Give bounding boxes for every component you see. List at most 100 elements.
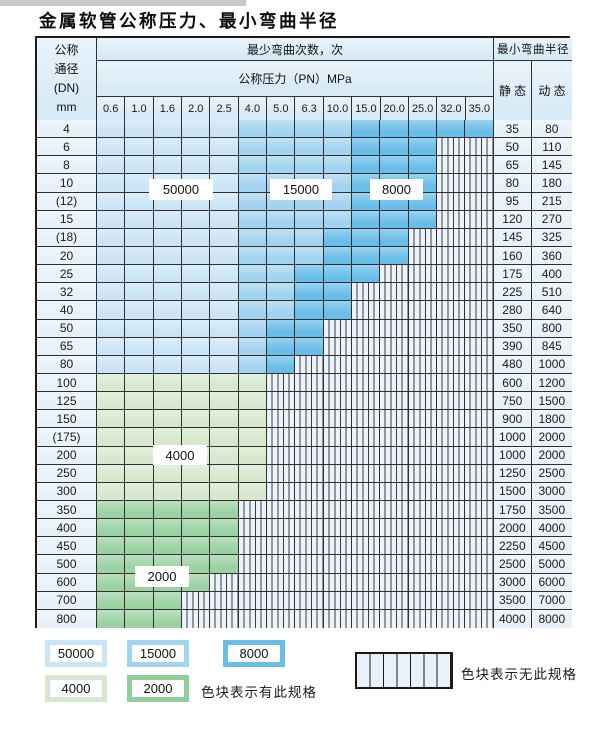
no-spec-cell xyxy=(323,319,353,338)
spec-cell xyxy=(295,228,324,247)
pressure-value-2.5: 2.5 xyxy=(210,97,239,120)
no-spec-cell xyxy=(380,337,409,356)
no-spec-cell xyxy=(408,446,438,465)
spec-cell xyxy=(380,228,409,247)
scan-artifact-strip xyxy=(0,0,246,6)
spec-cell xyxy=(125,337,154,356)
table-row-dn-32: 32 225 510 xyxy=(37,283,572,302)
no-spec-cell xyxy=(465,482,494,501)
spec-cell xyxy=(210,156,239,175)
spec-cell xyxy=(97,609,126,628)
spec-cell xyxy=(125,192,154,211)
spec-cell xyxy=(210,228,239,247)
no-spec-cell xyxy=(295,355,324,374)
spec-cell xyxy=(182,482,211,501)
no-spec-cell xyxy=(380,410,409,429)
spec-cell xyxy=(210,246,239,266)
spec-cell xyxy=(408,210,438,229)
no-spec-cell xyxy=(437,519,466,538)
no-spec-cell xyxy=(380,591,409,610)
spec-cell xyxy=(238,228,268,247)
no-spec-cell xyxy=(408,283,438,302)
spec-cell xyxy=(182,283,211,302)
spec-cell xyxy=(125,537,154,556)
table-row-dn-500: 500 2500 5000 xyxy=(37,555,572,574)
dynamic-radius-cell: 8000 xyxy=(531,609,572,628)
no-spec-cell xyxy=(295,555,324,574)
spec-cell xyxy=(238,355,268,374)
spec-cell xyxy=(210,446,239,465)
no-spec-cell xyxy=(238,500,268,520)
no-spec-cell xyxy=(437,246,466,266)
no-spec-cell xyxy=(465,228,494,247)
no-spec-cell xyxy=(465,265,494,284)
no-spec-cell xyxy=(267,555,296,574)
spec-cell xyxy=(182,355,211,374)
dn-cell: 15 xyxy=(37,210,97,229)
spec-cell xyxy=(182,301,211,320)
table-row-dn-700: 700 3500 7000 xyxy=(37,591,572,610)
pressure-value-15.0: 15.0 xyxy=(352,97,381,120)
spec-cell xyxy=(238,156,268,175)
no-spec-cell xyxy=(408,500,438,520)
no-spec-cell xyxy=(465,301,494,320)
spec-cell xyxy=(465,120,494,139)
static-radius-cell: 175 xyxy=(493,265,532,284)
no-spec-cell xyxy=(437,537,466,556)
no-spec-cell xyxy=(437,609,466,628)
no-spec-cell xyxy=(295,446,324,465)
spec-cell xyxy=(125,428,154,447)
no-spec-cell xyxy=(437,319,466,338)
dynamic-radius-cell: 3000 xyxy=(531,482,572,501)
no-spec-cell xyxy=(465,174,494,193)
dynamic-radius-cell: 4000 xyxy=(531,519,572,538)
legend-swatch-2000: 2000 xyxy=(127,675,189,702)
no-spec-cell xyxy=(437,555,466,574)
spec-cell xyxy=(182,138,211,157)
dn-cell: 800 xyxy=(37,609,97,628)
static-radius-cell: 3000 xyxy=(493,573,532,592)
no-spec-cell xyxy=(380,464,409,483)
spec-cell xyxy=(238,337,268,356)
no-spec-cell xyxy=(210,591,239,610)
no-spec-cell xyxy=(323,591,353,610)
dynamic-radius-cell: 3500 xyxy=(531,500,572,520)
no-spec-cell xyxy=(238,537,268,556)
spec-cell xyxy=(153,591,183,610)
dynamic-radius-cell: 2000 xyxy=(531,446,572,465)
no-spec-cell xyxy=(352,537,381,556)
spec-cell xyxy=(182,246,211,266)
spec-cell xyxy=(210,537,239,556)
no-spec-cell xyxy=(380,482,409,501)
spec-cell xyxy=(182,555,211,574)
no-spec-cell xyxy=(408,355,438,374)
no-spec-cell xyxy=(437,482,466,501)
no-spec-cell xyxy=(352,283,381,302)
spec-cell xyxy=(182,210,211,229)
dynamic-radius-cell: 400 xyxy=(531,265,572,284)
no-spec-cell xyxy=(465,519,494,538)
spec-cell xyxy=(238,464,268,483)
spec-cell xyxy=(182,392,211,411)
table-row-dn-4: 4 35 80 xyxy=(37,120,572,139)
spec-cell xyxy=(267,301,296,320)
spec-cell xyxy=(380,156,409,175)
spec-cell xyxy=(153,373,183,393)
spec-cell xyxy=(210,464,239,483)
no-spec-cell xyxy=(465,355,494,374)
no-spec-cell xyxy=(380,301,409,320)
spec-cell xyxy=(323,283,353,302)
no-spec-cell xyxy=(380,373,409,393)
pressure-value-2.0: 2.0 xyxy=(182,97,211,120)
no-spec-cell xyxy=(210,573,239,592)
no-spec-cell xyxy=(437,446,466,465)
spec-cell xyxy=(97,392,126,411)
spec-cell xyxy=(210,138,239,157)
no-spec-cell xyxy=(437,283,466,302)
no-spec-cell xyxy=(323,482,353,501)
no-spec-cell xyxy=(465,192,494,211)
no-spec-cell xyxy=(352,482,381,501)
no-spec-cell xyxy=(352,355,381,374)
no-spec-cell xyxy=(352,337,381,356)
static-radius-cell: 80 xyxy=(493,174,532,193)
